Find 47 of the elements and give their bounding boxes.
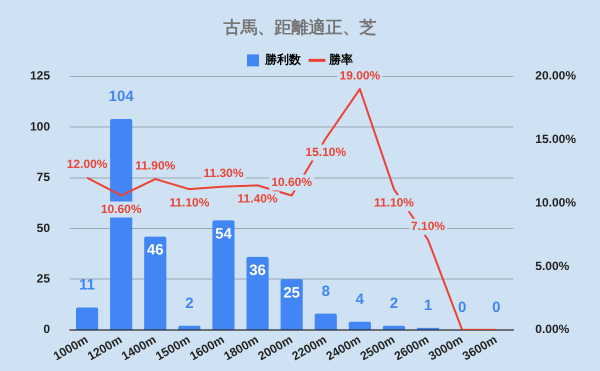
data-label: 104: [108, 88, 134, 106]
data-label: 4: [356, 290, 365, 308]
y2-tick-label: 10.00%: [535, 195, 576, 210]
data-label: 2: [185, 294, 194, 312]
data-label: 11.40%: [238, 192, 278, 206]
legend-label: 勝率: [328, 52, 353, 67]
bar: [348, 322, 371, 330]
data-label: 11: [79, 276, 95, 294]
data-label: 0: [458, 298, 466, 316]
bar: [178, 326, 200, 330]
y2-tick-label: 5.00%: [535, 258, 570, 273]
bar: [212, 220, 235, 330]
legend-label: 勝利数: [264, 52, 302, 67]
y-tick-label: 125: [30, 68, 50, 83]
y-tick-label: 25: [36, 271, 50, 286]
y2-tick-label: 20.00%: [535, 68, 576, 83]
data-label: 11.10%: [374, 195, 414, 210]
data-label: 11.10%: [169, 195, 210, 210]
data-label: 54: [215, 226, 232, 242]
chart-title: 古馬、距離適正、芝: [222, 18, 376, 37]
bar: [280, 279, 303, 330]
data-label: 19.00%: [340, 68, 381, 82]
data-label: 46: [146, 242, 164, 259]
data-label: 25: [283, 284, 300, 302]
data-label: 12.00%: [66, 157, 108, 172]
data-label: 10.60%: [271, 174, 312, 189]
data-label: 11.30%: [203, 166, 244, 180]
bar: [382, 326, 406, 330]
data-label: 15.10%: [305, 144, 346, 159]
y-tick-label: 50: [36, 220, 50, 235]
y2-tick-label: 0.00%: [535, 322, 570, 336]
data-label: 2: [390, 294, 398, 312]
bar: [76, 308, 98, 330]
data-label: 36: [249, 262, 266, 279]
bar: [314, 314, 337, 330]
bar: [144, 236, 166, 330]
data-label: 0: [492, 298, 500, 316]
data-label: 1: [424, 296, 432, 314]
y-tick-label: 75: [36, 170, 50, 184]
y-tick-label: 0: [43, 322, 50, 336]
data-label: 10.60%: [100, 202, 142, 216]
data-label: 8: [322, 282, 330, 300]
data-label: 11.90%: [135, 158, 176, 172]
y2-tick-label: 15.00%: [535, 132, 576, 146]
y-tick-label: 100: [30, 119, 50, 134]
data-label: 7.10%: [411, 219, 446, 234]
bar: [246, 256, 269, 330]
